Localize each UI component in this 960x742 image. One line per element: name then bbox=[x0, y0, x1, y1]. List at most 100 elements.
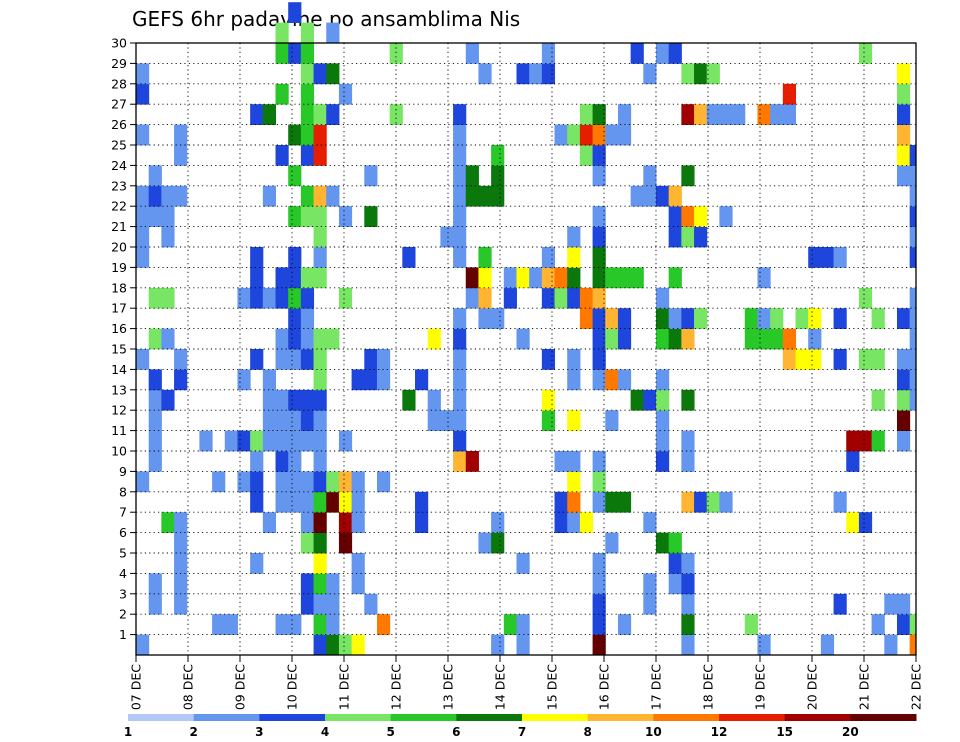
y-tick-label: 2 bbox=[119, 607, 127, 622]
heatmap-cell bbox=[288, 308, 302, 329]
heatmap-cell bbox=[656, 451, 670, 472]
heatmap-cell bbox=[313, 328, 327, 350]
heatmap-cell bbox=[250, 349, 264, 370]
x-tick-label: 15 DEC bbox=[545, 664, 560, 710]
heatmap-cell bbox=[554, 267, 568, 289]
heatmap-cell bbox=[300, 124, 315, 146]
heatmap-cell bbox=[326, 634, 340, 656]
heatmap-cell bbox=[554, 451, 568, 472]
colorbar-label: 12 bbox=[711, 725, 728, 739]
heatmap-cell bbox=[630, 389, 644, 411]
heatmap-cell bbox=[503, 614, 517, 635]
heatmap-cell bbox=[719, 104, 733, 125]
heatmap-cell bbox=[174, 573, 188, 595]
heatmap-cell bbox=[300, 287, 315, 309]
heatmap-cell bbox=[136, 634, 150, 656]
heatmap-cell bbox=[174, 553, 188, 574]
heatmap-cell bbox=[681, 614, 695, 635]
heatmap-cell bbox=[148, 328, 162, 350]
heatmap-cell bbox=[656, 410, 670, 431]
heatmap-cell bbox=[592, 308, 606, 329]
heatmap-cell bbox=[782, 328, 797, 350]
heatmap-cell bbox=[300, 206, 315, 227]
heatmap-cell bbox=[858, 430, 873, 452]
heatmap-cell bbox=[808, 247, 822, 268]
heatmap-cell bbox=[338, 512, 353, 533]
heatmap-cell bbox=[820, 247, 835, 268]
heatmap-cell bbox=[288, 267, 302, 289]
heatmap-cell bbox=[313, 267, 327, 289]
heatmap-cell bbox=[617, 308, 632, 329]
heatmap-cell bbox=[326, 185, 340, 207]
heatmap-cell bbox=[288, 43, 302, 64]
heatmap-cell bbox=[338, 532, 353, 554]
heatmap-cell bbox=[465, 185, 479, 207]
heatmap-cell bbox=[148, 430, 162, 452]
heatmap-cell bbox=[136, 185, 150, 207]
y-tick-label: 8 bbox=[119, 484, 127, 499]
heatmap-cell bbox=[846, 512, 860, 533]
heatmap-cell bbox=[668, 308, 682, 329]
heatmap-cell bbox=[668, 553, 682, 574]
heatmap-cell bbox=[161, 328, 175, 350]
heatmap-cell bbox=[567, 491, 581, 513]
heatmap-cell bbox=[871, 430, 885, 452]
heatmap-cell bbox=[567, 512, 581, 533]
heatmap-cell bbox=[491, 512, 505, 533]
heatmap-cell bbox=[541, 43, 556, 64]
y-tick-label: 16 bbox=[111, 321, 127, 336]
heatmap-cell bbox=[567, 124, 581, 146]
heatmap-cell bbox=[681, 593, 695, 615]
heatmap-cell bbox=[592, 614, 606, 635]
heatmap-cell bbox=[415, 512, 429, 533]
heatmap-cell bbox=[288, 614, 302, 635]
colorbar: 1 2 3 4 5 6 7 8 10 12 15 20 bbox=[124, 714, 917, 739]
heatmap-cell bbox=[592, 634, 606, 656]
heatmap-cell bbox=[136, 349, 150, 370]
heatmap-cell bbox=[174, 185, 188, 207]
heatmap-cell bbox=[871, 308, 885, 329]
heatmap-cell bbox=[592, 145, 606, 166]
heatmap-cell bbox=[326, 471, 340, 493]
heatmap-cell bbox=[516, 63, 530, 85]
heatmap-cell bbox=[668, 226, 682, 248]
heatmap-cell bbox=[427, 410, 441, 431]
heatmap-cell bbox=[567, 369, 581, 391]
heatmap-cell bbox=[275, 491, 289, 513]
heatmap-cell bbox=[148, 185, 162, 207]
heatmap-cell bbox=[605, 308, 619, 329]
heatmap-cell bbox=[465, 451, 479, 472]
heatmap-cell bbox=[338, 287, 353, 309]
heatmap-cell bbox=[643, 512, 657, 533]
heatmap-cell bbox=[313, 410, 327, 431]
heatmap-cell bbox=[250, 267, 264, 289]
heatmap-cell bbox=[630, 185, 644, 207]
heatmap-cell bbox=[250, 451, 264, 472]
y-tick-label: 3 bbox=[119, 586, 127, 601]
heatmap-cell bbox=[300, 410, 315, 431]
heatmap-cell bbox=[630, 267, 644, 289]
heatmap-cell bbox=[592, 124, 606, 146]
heatmap-cell bbox=[516, 328, 530, 350]
x-tick-label: 09 DEC bbox=[233, 664, 248, 710]
heatmap-cell bbox=[617, 328, 632, 350]
colorbar-label: 8 bbox=[583, 725, 591, 739]
x-tick-label: 10 DEC bbox=[285, 664, 300, 710]
heatmap-cell bbox=[313, 63, 327, 85]
y-tick-label: 18 bbox=[111, 280, 127, 295]
y-tick-label: 24 bbox=[111, 158, 127, 173]
heatmap-cell bbox=[237, 471, 251, 493]
y-tick-label: 28 bbox=[111, 76, 127, 91]
heatmap-cell bbox=[478, 308, 492, 329]
colorbar-label: 6 bbox=[452, 725, 460, 739]
heatmap-cell bbox=[427, 389, 441, 411]
heatmap-cell bbox=[148, 287, 162, 309]
heatmap-cell bbox=[262, 369, 277, 391]
heatmap-cell bbox=[275, 471, 289, 493]
heatmap-cell bbox=[579, 308, 594, 329]
x-tick-label: 13 DEC bbox=[441, 664, 456, 710]
heatmap-cell bbox=[351, 634, 365, 656]
x-tick-label: 20 DEC bbox=[805, 664, 820, 710]
heatmap-cell bbox=[313, 349, 327, 370]
colorbar-swatch bbox=[587, 714, 654, 721]
